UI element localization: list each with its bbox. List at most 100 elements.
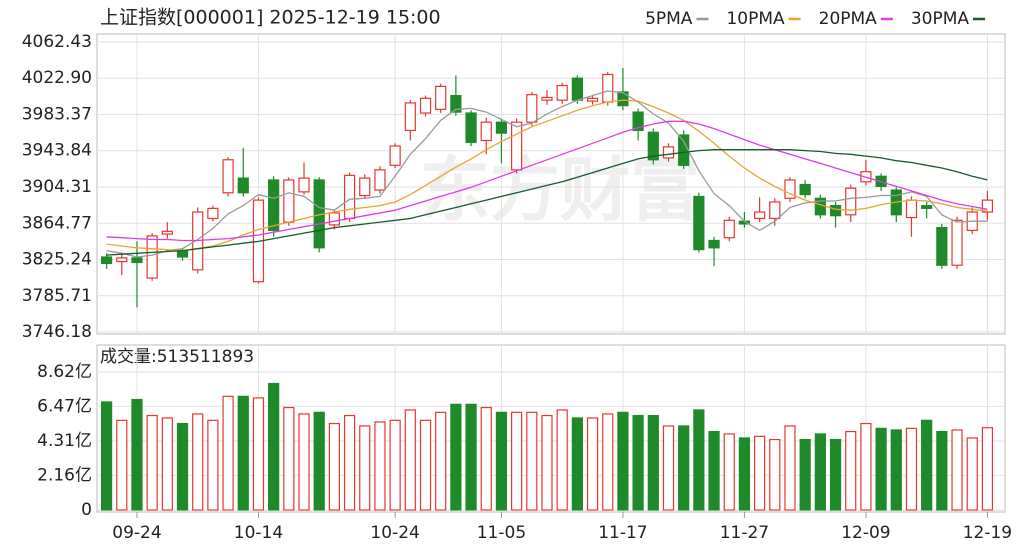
candle-body <box>723 219 735 239</box>
volume-bar <box>313 411 325 511</box>
candle-body <box>526 94 538 123</box>
candle-body <box>951 219 963 266</box>
y-tick-label: 8.62亿 <box>37 362 92 382</box>
candle-body <box>981 199 994 213</box>
candle-body <box>769 201 781 220</box>
volume-bar <box>845 430 857 511</box>
candle-body <box>784 179 796 199</box>
volume-bar <box>617 411 629 511</box>
candle-body <box>662 146 675 159</box>
volume-bar <box>450 403 462 511</box>
volume-frame <box>96 344 1006 513</box>
candle-body <box>693 195 705 251</box>
volume-bar <box>784 425 796 511</box>
volume-bar <box>404 409 416 511</box>
volume-bar <box>435 411 447 511</box>
volume-bar <box>662 425 675 511</box>
x-tick-label: 10-14 <box>234 523 283 543</box>
volume-bar <box>875 427 887 511</box>
x-tick-label: 09-24 <box>112 523 161 543</box>
candle-body <box>116 257 128 263</box>
volume-bar <box>602 413 614 511</box>
y-tick-label: 3943.84 <box>22 141 92 161</box>
volume-bar <box>678 425 690 511</box>
candle-body <box>343 174 356 220</box>
volume-bar <box>541 414 553 511</box>
candle-body <box>268 179 280 231</box>
candle-body <box>571 77 583 101</box>
volume-bar <box>799 438 811 511</box>
candle-body <box>905 199 918 219</box>
y-tick-label: 0 <box>81 500 92 520</box>
volume-bar <box>890 429 902 511</box>
x-tick-label: 11-05 <box>477 523 526 543</box>
x-tick-label: 11-27 <box>720 523 769 543</box>
candle-body <box>298 177 310 193</box>
candle-body <box>845 187 857 216</box>
volume-bar <box>966 437 978 511</box>
x-tick-label: 10-24 <box>370 523 419 543</box>
candle-body <box>647 131 659 161</box>
y-tick-label: 4062.43 <box>22 32 92 52</box>
candle-body <box>511 121 523 171</box>
y-tick-label: 6.47亿 <box>37 396 92 416</box>
candle-body <box>936 227 948 266</box>
volume-bar <box>222 395 234 511</box>
y-tick-label: 3825.24 <box>22 250 92 270</box>
candle-body <box>374 169 386 191</box>
volume-bar <box>419 419 432 511</box>
volume-bar <box>374 421 386 511</box>
ma-line <box>106 120 988 242</box>
volume-bar <box>116 419 128 511</box>
ma-line <box>106 149 988 256</box>
y-tick-label: 2.16亿 <box>37 465 92 485</box>
candle-body <box>131 257 143 264</box>
volume-bar <box>480 406 492 511</box>
candle-body <box>586 97 599 102</box>
volume-bar <box>495 411 508 511</box>
candle-body <box>921 205 933 209</box>
candle-body <box>799 183 811 196</box>
volume-bar <box>936 430 948 511</box>
volume-bar <box>814 433 826 511</box>
volume-bar <box>328 422 341 511</box>
volume-bar <box>389 419 401 511</box>
volume-bar <box>146 414 158 511</box>
volume-bar <box>100 401 113 511</box>
candle-body <box>207 207 219 220</box>
volume-bar <box>252 397 265 511</box>
chart-title: 上证指数[000001] 2025-12-19 15:00 <box>100 7 441 29</box>
y-tick-label: 3983.37 <box>22 104 92 124</box>
candle-body <box>176 249 189 258</box>
x-tick-label: 12-19 <box>963 523 1012 543</box>
candle-body <box>541 96 553 101</box>
candle-body <box>753 211 766 220</box>
candle-body <box>556 84 568 101</box>
candle-body <box>283 179 295 223</box>
volume-bar <box>298 413 310 511</box>
volume-bar <box>343 414 356 511</box>
volume-bar <box>753 435 766 511</box>
candle-body <box>435 85 447 110</box>
volume-bar <box>738 437 751 511</box>
legend-label: 20PMA <box>819 9 878 29</box>
volume-bar <box>465 403 477 511</box>
volume-bar <box>526 411 538 511</box>
candle-body <box>161 230 173 235</box>
candle-body <box>389 145 401 166</box>
legend-label: 5PMA <box>645 9 693 29</box>
volume-bar <box>207 419 219 511</box>
y-tick-label: 3785.71 <box>22 286 92 306</box>
volume-bar <box>511 411 523 511</box>
volume-bar <box>176 422 189 511</box>
volume-bar <box>161 417 173 511</box>
y-tick-label: 4.31亿 <box>37 431 92 451</box>
candle-body <box>678 134 690 166</box>
volume-bar <box>905 427 918 511</box>
volume-bar <box>829 438 842 511</box>
ma-line <box>106 90 988 258</box>
volume-bar <box>268 382 280 511</box>
candle-body <box>100 256 113 264</box>
y-tick-label: 4022.90 <box>22 68 92 88</box>
